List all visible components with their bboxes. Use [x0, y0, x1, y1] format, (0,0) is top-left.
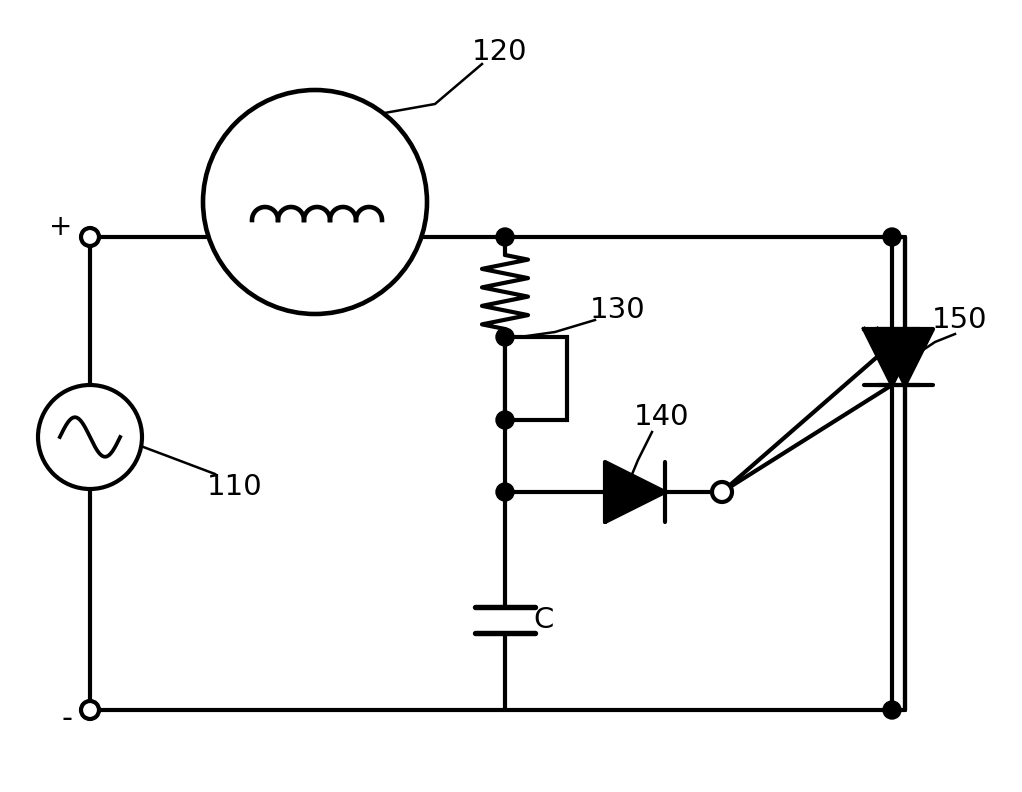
- Text: -: -: [61, 703, 72, 733]
- Circle shape: [712, 482, 732, 502]
- Circle shape: [81, 701, 99, 719]
- Circle shape: [38, 385, 142, 489]
- Polygon shape: [605, 462, 665, 522]
- Circle shape: [883, 701, 901, 719]
- Text: C: C: [533, 606, 553, 634]
- Polygon shape: [864, 329, 920, 385]
- Text: 130: 130: [590, 296, 646, 324]
- Text: 150: 150: [932, 306, 987, 334]
- Circle shape: [496, 483, 514, 501]
- Polygon shape: [877, 329, 933, 385]
- Circle shape: [81, 228, 99, 246]
- Circle shape: [496, 328, 514, 346]
- Circle shape: [496, 228, 514, 246]
- Circle shape: [883, 228, 901, 246]
- Circle shape: [496, 411, 514, 429]
- Text: 110: 110: [207, 473, 263, 501]
- Text: 140: 140: [635, 403, 690, 431]
- Bar: [505, 337, 567, 420]
- Text: 120: 120: [472, 38, 527, 66]
- Text: +: +: [49, 213, 72, 241]
- Circle shape: [203, 90, 427, 314]
